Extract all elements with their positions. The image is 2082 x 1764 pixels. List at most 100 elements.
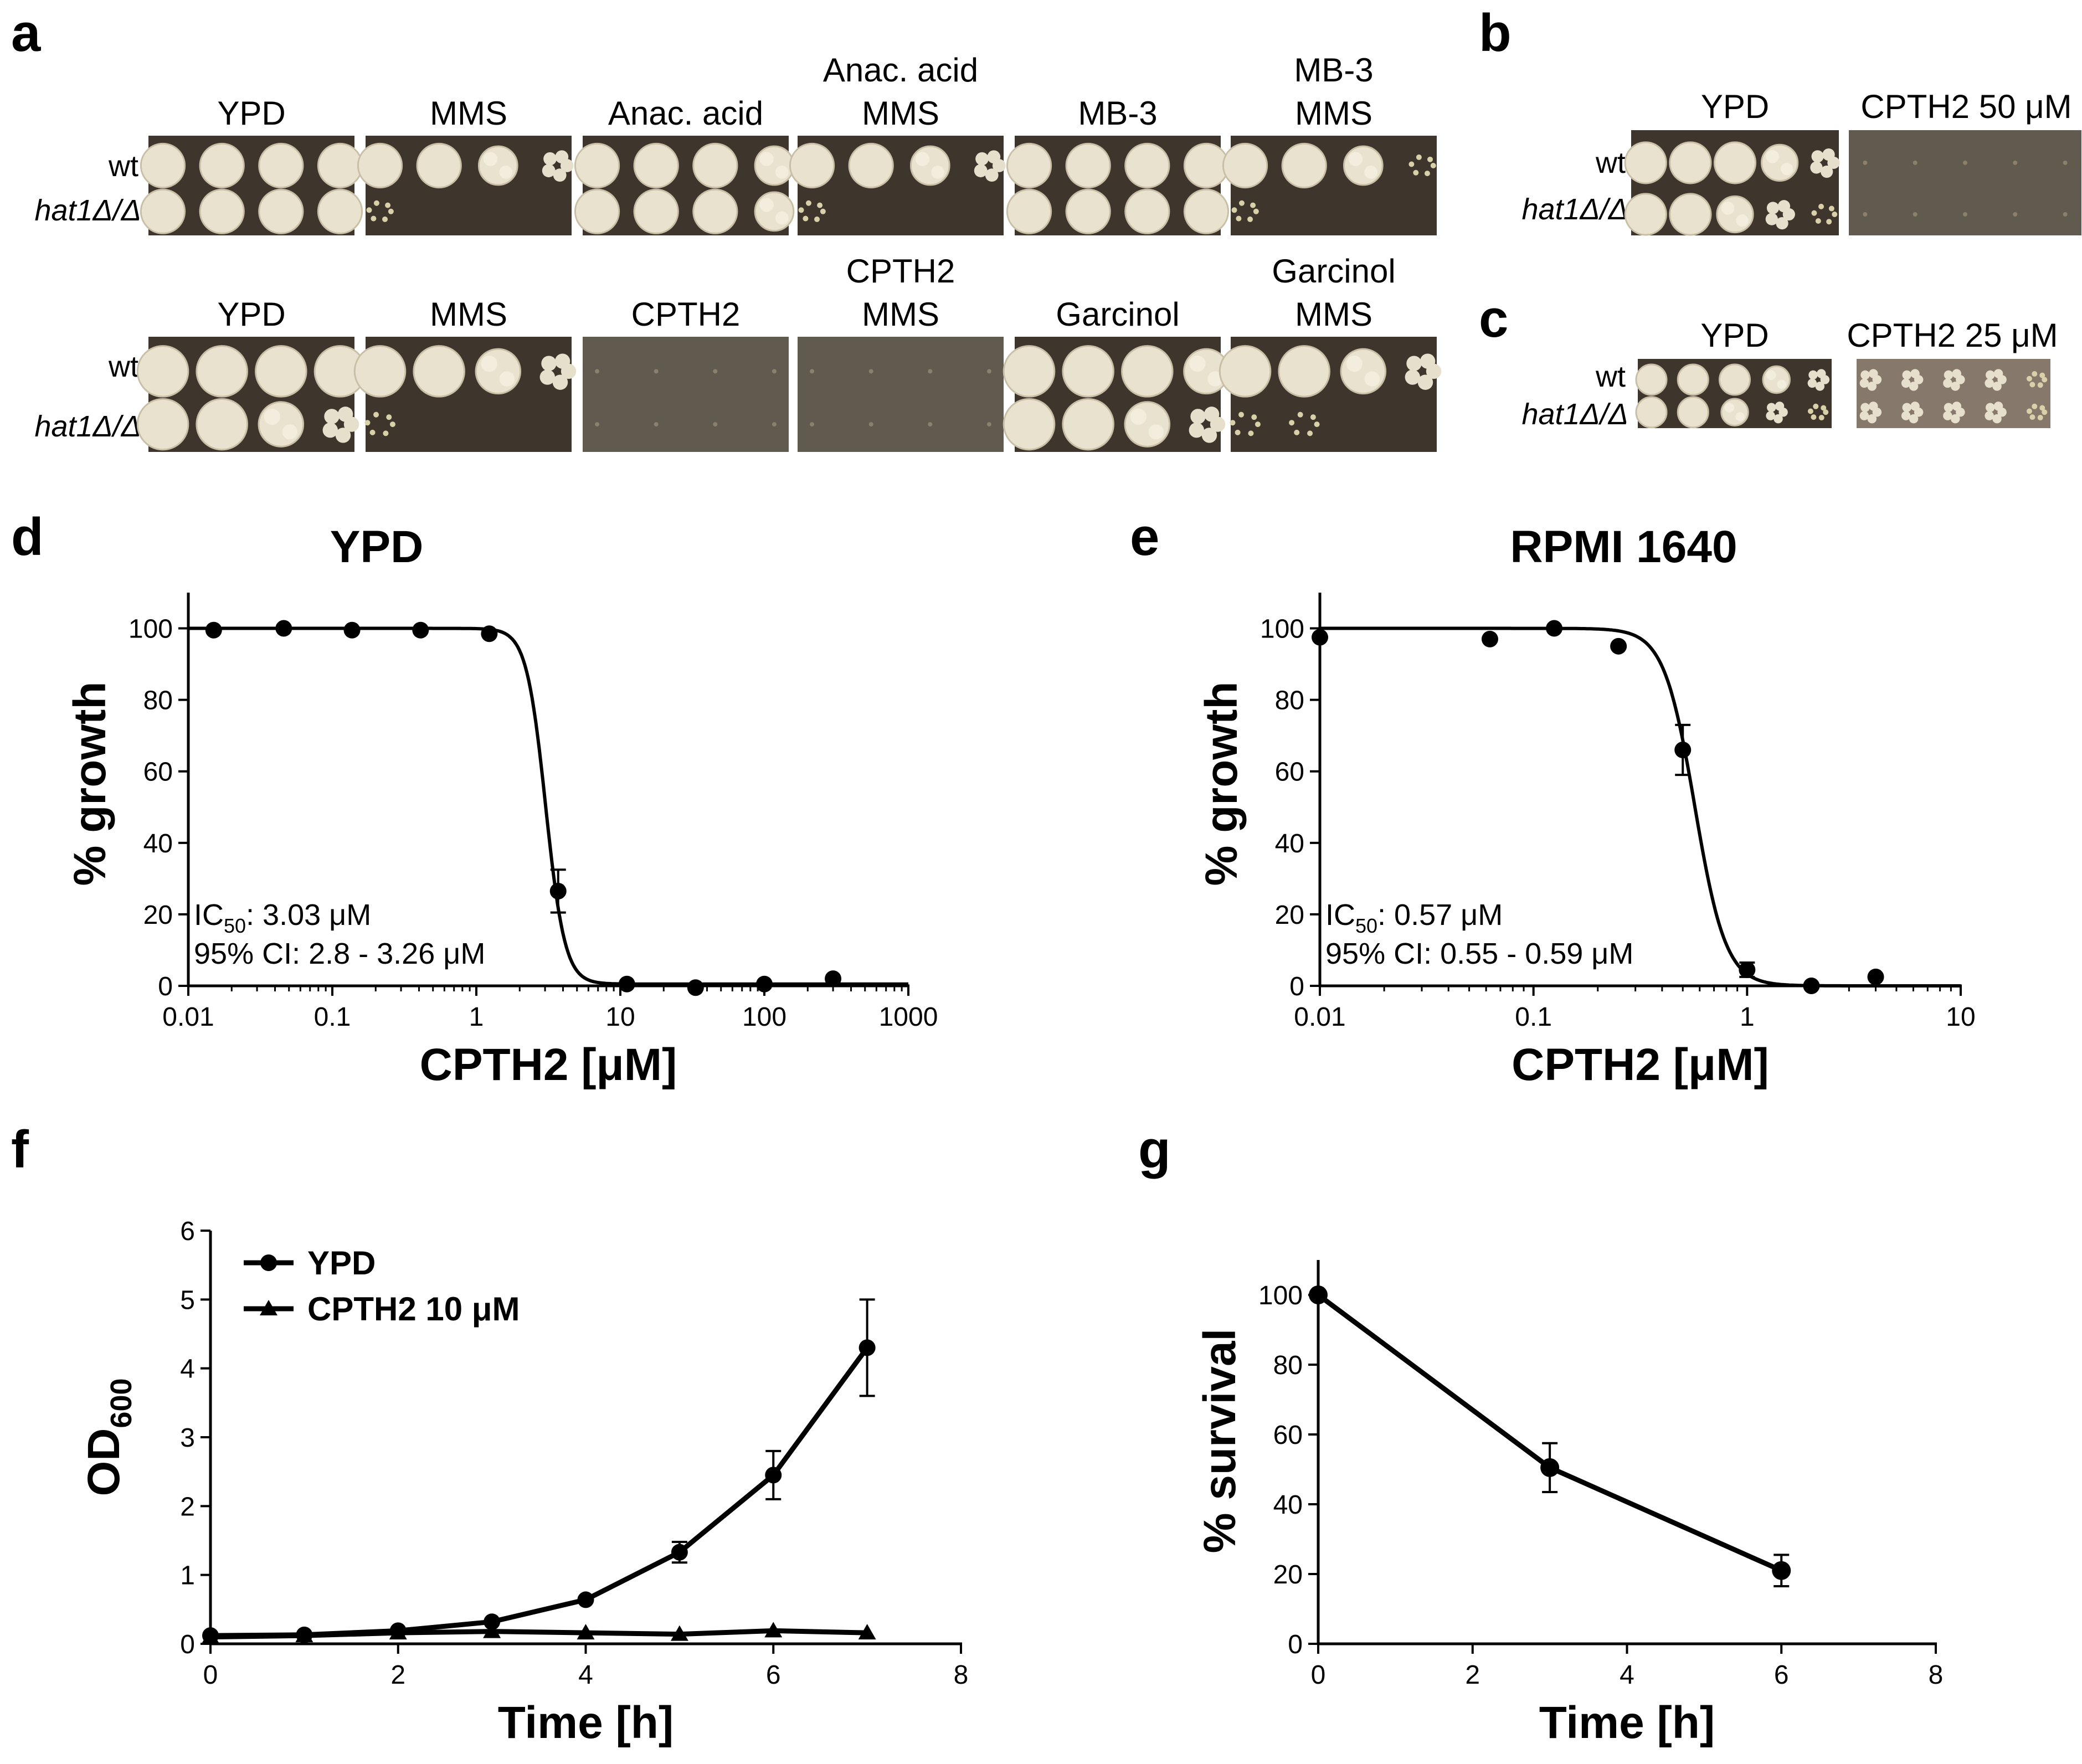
colony-spot [1427, 156, 1433, 162]
data-point [1309, 1285, 1328, 1304]
plate-title-line1: Anac. acid [823, 52, 978, 89]
colony-spot [1006, 142, 1052, 189]
colony-spot [1713, 141, 1757, 184]
colony-spot [1204, 407, 1220, 422]
colony-spot [805, 200, 811, 206]
x-tick-label: 0 [203, 1660, 218, 1690]
colony-spot [928, 422, 933, 427]
ic50-label: IC50: 0.57 μM [1325, 898, 1503, 937]
colony-spot [798, 207, 804, 213]
colony-spot [1952, 369, 1962, 378]
y-tick-label: 0 [1288, 1630, 1303, 1659]
data-point [1867, 968, 1884, 985]
row-label-mutant-c: hat1Δ/Δ [1521, 398, 1628, 431]
y-axis-title: % survival [1195, 1329, 1245, 1554]
y-tick-label: 0 [1289, 972, 1304, 1001]
x-tick-label: 1 [469, 1002, 484, 1032]
colony-spot [1992, 382, 2002, 391]
colony-spot [1289, 420, 1295, 426]
y-axis-title: % growth [65, 682, 115, 886]
colony-spot [136, 398, 189, 451]
y-axis-title-main: OD [79, 1428, 129, 1496]
colony-spot [1405, 369, 1421, 385]
ic50-value: : 3.03 μM [246, 898, 371, 932]
plate-title: CPTH2 25 μM [1847, 317, 2058, 354]
y-tick-label: 2 [180, 1492, 195, 1521]
colony-spot [1951, 414, 1960, 424]
spot-plate: YPD [136, 296, 367, 452]
data-point [671, 1544, 688, 1561]
colony-spot [196, 345, 248, 398]
legend-marker [260, 1300, 277, 1315]
y-tick-label: 3 [180, 1423, 195, 1453]
colony-spot [2037, 382, 2043, 388]
x-axis-title: Time [h] [1539, 1698, 1715, 1748]
colony-spot [772, 422, 777, 427]
colony-spot [196, 398, 248, 451]
colony-spot [1735, 412, 1745, 421]
data-point [205, 621, 222, 639]
plate-background [1849, 130, 2081, 235]
x-tick-label: 0.1 [314, 1002, 351, 1032]
colony-spot [928, 369, 933, 374]
ic50-subscript: 50 [224, 914, 246, 937]
colony-spot [1278, 345, 1330, 398]
panel-letter-e: e [1130, 507, 1159, 567]
data-point [1546, 620, 1563, 637]
colony-spot [1775, 402, 1785, 411]
plate-background [583, 337, 789, 452]
colony-spot [1236, 215, 1242, 222]
colony-spot [1250, 202, 1256, 208]
colony-spot [1124, 401, 1171, 448]
x-tick-label: 4 [578, 1660, 593, 1690]
colony-spot [1777, 200, 1791, 213]
ic50-prefix: IC [194, 898, 224, 932]
colony-spot [1986, 370, 1995, 380]
colony-spot [1963, 212, 1967, 217]
colony-spot [1624, 193, 1667, 236]
series-line [210, 1628, 867, 1640]
spot-plate: Garcinol MMS [1219, 253, 1442, 452]
y-tick-label: 100 [1258, 1281, 1303, 1310]
panel-letter-c: c [1479, 289, 1508, 348]
colony-spot [1124, 142, 1170, 189]
y-tick-label: 1 [180, 1561, 195, 1591]
colony-spot [1902, 370, 1912, 380]
colony-spot [810, 422, 815, 427]
colony-spot [264, 408, 280, 425]
colony-spot [1766, 202, 1780, 214]
colony-spot [1944, 370, 1954, 380]
panel-letter-b: b [1479, 3, 1512, 63]
colony-spot [1416, 154, 1422, 160]
colony-spot [1231, 207, 1237, 213]
colony-spot [2026, 376, 2032, 382]
spot-plate: MMS [353, 296, 577, 452]
colony-spot [282, 424, 298, 440]
plate-title: MMS [430, 296, 507, 333]
x-tick-label: 0.01 [162, 1002, 214, 1032]
data-point [1540, 1458, 1560, 1477]
colony-spot [2032, 371, 2038, 377]
colony-spot [986, 369, 991, 374]
y-tick-label: 4 [180, 1355, 195, 1384]
plate-title: MMS [430, 95, 507, 132]
colony-spot [1222, 142, 1268, 189]
spot-plate: YPD [1635, 317, 1832, 429]
colony-spot [1207, 371, 1223, 387]
colony-spot [1677, 363, 1709, 396]
colony-spot [654, 422, 659, 427]
colony-spot [1065, 188, 1111, 234]
colony-spot [1822, 148, 1835, 161]
colony-spot [1230, 420, 1236, 426]
colony-spot [1901, 411, 1911, 420]
dose-response-chart-d: 0.01 0.1 1 10 100 1000 0 20 40 60 80 100 CPTH2 [μM] Y… [65, 522, 938, 1090]
y-tick-label: 100 [1260, 615, 1304, 644]
row-label-wt-a-bottom: wt [108, 350, 138, 383]
colony-spot [499, 371, 515, 387]
colony-spot [803, 215, 809, 222]
colony-spot [1951, 382, 1960, 391]
spot-plate: Anac. acid MMS [789, 52, 1006, 235]
data-point [484, 1613, 501, 1631]
colony-spot [317, 142, 363, 189]
